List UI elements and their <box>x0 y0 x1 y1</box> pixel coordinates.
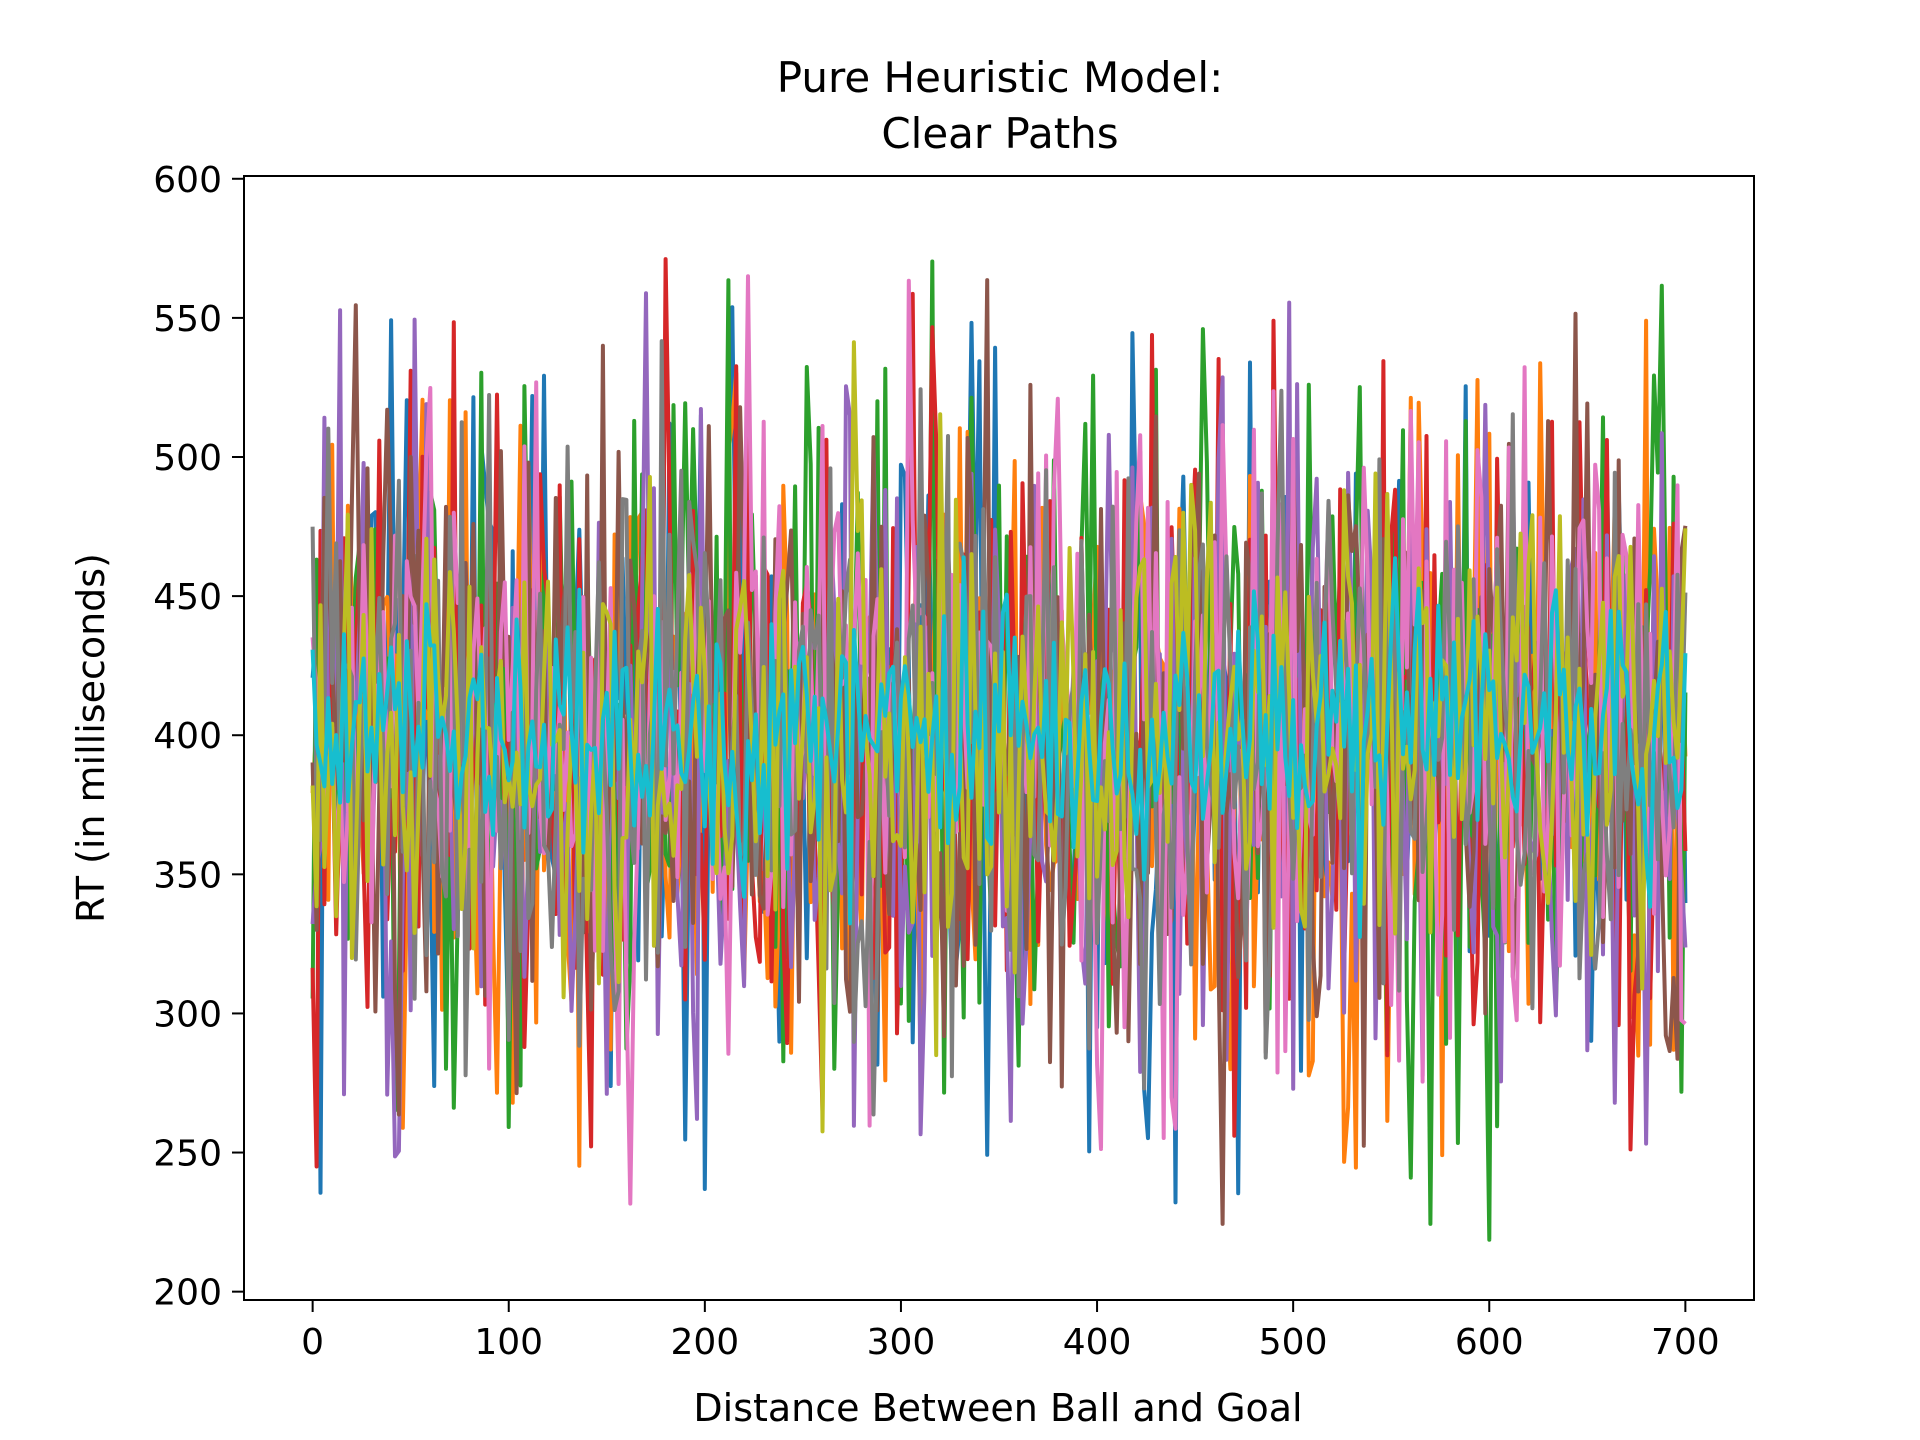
x-tick-label: 400 <box>1063 1322 1132 1363</box>
x-tick-label: 200 <box>670 1322 739 1363</box>
chart-title-line-2: Clear Paths <box>881 109 1118 158</box>
x-axis: 0 100 200 300 400 500 600 700 <box>301 1300 1720 1363</box>
y-tick-label: 600 <box>153 160 222 201</box>
x-tick-label: 500 <box>1259 1322 1328 1363</box>
x-tick-label: 0 <box>301 1322 324 1363</box>
plot-frame <box>243 175 1755 1301</box>
y-axis-label: RT (in milliseconds) <box>69 553 113 923</box>
y-tick-label: 300 <box>153 994 222 1035</box>
x-tick-label: 300 <box>867 1322 936 1363</box>
y-tick-label: 200 <box>153 1273 222 1314</box>
x-axis-label: Distance Between Ball and Goal <box>693 1386 1302 1430</box>
y-tick-label: 400 <box>153 716 222 757</box>
y-tick-label: 350 <box>153 855 222 896</box>
x-tick-label: 100 <box>474 1322 543 1363</box>
series-line-10 <box>310 555 1688 939</box>
x-tick-label: 600 <box>1455 1322 1524 1363</box>
series-lines <box>310 257 1688 1242</box>
y-tick-label: 500 <box>153 438 222 479</box>
y-tick-label: 250 <box>153 1134 222 1175</box>
y-tick-label: 550 <box>153 299 222 340</box>
x-tick-label: 700 <box>1651 1322 1720 1363</box>
chart-title-line-1: Pure Heuristic Model: <box>777 53 1223 102</box>
y-axis: 200 250 300 350 400 450 500 550 600 <box>153 160 244 1314</box>
y-tick-label: 450 <box>153 577 222 618</box>
